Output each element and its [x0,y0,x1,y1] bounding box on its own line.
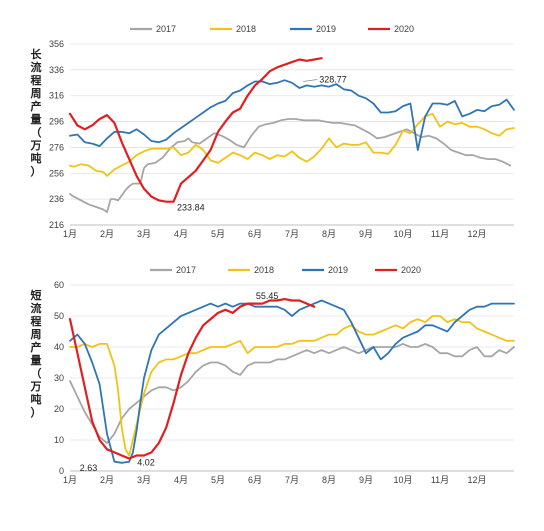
x-tick-label: 9月 [359,475,373,485]
x-tick-label: 2月 [100,229,114,239]
x-tick-label: 12月 [467,475,486,485]
legend-label-2020: 2020 [394,24,414,34]
x-tick-label: 2月 [100,475,114,485]
annotation-label: 2.63 [80,463,98,473]
x-tick-label: 11月 [431,229,449,239]
annotation-label: 55.45 [256,291,279,301]
y-tick-label: 276 [49,142,64,152]
x-tick-label: 4月 [174,229,188,239]
y-tick-label: 0 [59,466,64,476]
x-tick-label: 7月 [285,229,299,239]
x-tick-label: 5月 [211,229,225,239]
annotation-label: 4.02 [137,458,155,468]
legend-label-2017: 2017 [176,265,196,275]
x-tick-label: 8月 [322,229,336,239]
y-tick-label: 256 [49,168,64,178]
legend-label-2018: 2018 [254,265,274,275]
x-tick-label: 4月 [174,475,188,485]
x-tick-label: 1月 [63,475,77,485]
y-tick-label: 40 [54,342,64,352]
legend-label-2020: 2020 [401,265,421,275]
x-tick-label: 7月 [285,475,299,485]
y-tick-label: 316 [49,91,64,101]
y-tick-label: 216 [49,220,64,230]
y-tick-label: 10 [54,435,64,445]
y-axis-label: 长流程周产量（万吨） [30,47,43,178]
x-tick-label: 1月 [63,229,77,239]
y-tick-label: 296 [49,117,64,127]
series-line-2020 [68,298,316,460]
x-tick-label: 6月 [248,229,262,239]
y-tick-label: 30 [54,373,64,383]
upper-chart: 216 236 256 276 296 316 336 356 1月 2月 3月 4月 5月 6月 7月 8月… [30,24,515,239]
y-tick-label: 356 [49,39,64,49]
x-tick-label: 3月 [137,229,151,239]
y-tick-label: 336 [49,65,64,75]
x-tick-label: 3月 [137,475,151,485]
y-tick-label: 60 [54,280,64,290]
y-tick-label: 236 [49,194,64,204]
legend-label-2019: 2019 [328,265,348,275]
series-line-2017 [69,118,512,214]
y-tick-label: 50 [54,311,64,321]
legend-label-2018: 2018 [236,24,256,34]
series-line-2018 [69,112,515,177]
y-axis-label: 短流程周产量（万吨） [30,288,42,419]
series-line-2019 [69,79,515,151]
annotation-label: 233.84 [177,203,205,213]
x-tick-label: 5月 [211,475,225,485]
series-line-2019 [69,299,515,464]
x-tick-label: 6月 [248,475,262,485]
x-tick-label: 10月 [393,475,412,485]
annotation-label: 328.77 [319,74,347,84]
x-tick-label: 12月 [467,229,486,239]
legend-label-2019: 2019 [316,24,336,34]
legend-label-2017: 2017 [156,24,176,34]
series-line-2018 [69,315,515,457]
lower-chart: 0 10 20 30 40 50 60 1月 2月 3月 4月 5月 6月 7月 8月 9月 10月 11月 12月… [30,265,515,485]
series-line-2020 [68,57,323,203]
annotation-leader [303,79,318,82]
x-tick-label: 10月 [393,229,412,239]
y-tick-label: 20 [54,404,64,414]
x-tick-label: 11月 [431,475,449,485]
x-tick-label: 9月 [359,229,373,239]
x-tick-label: 8月 [322,475,336,485]
